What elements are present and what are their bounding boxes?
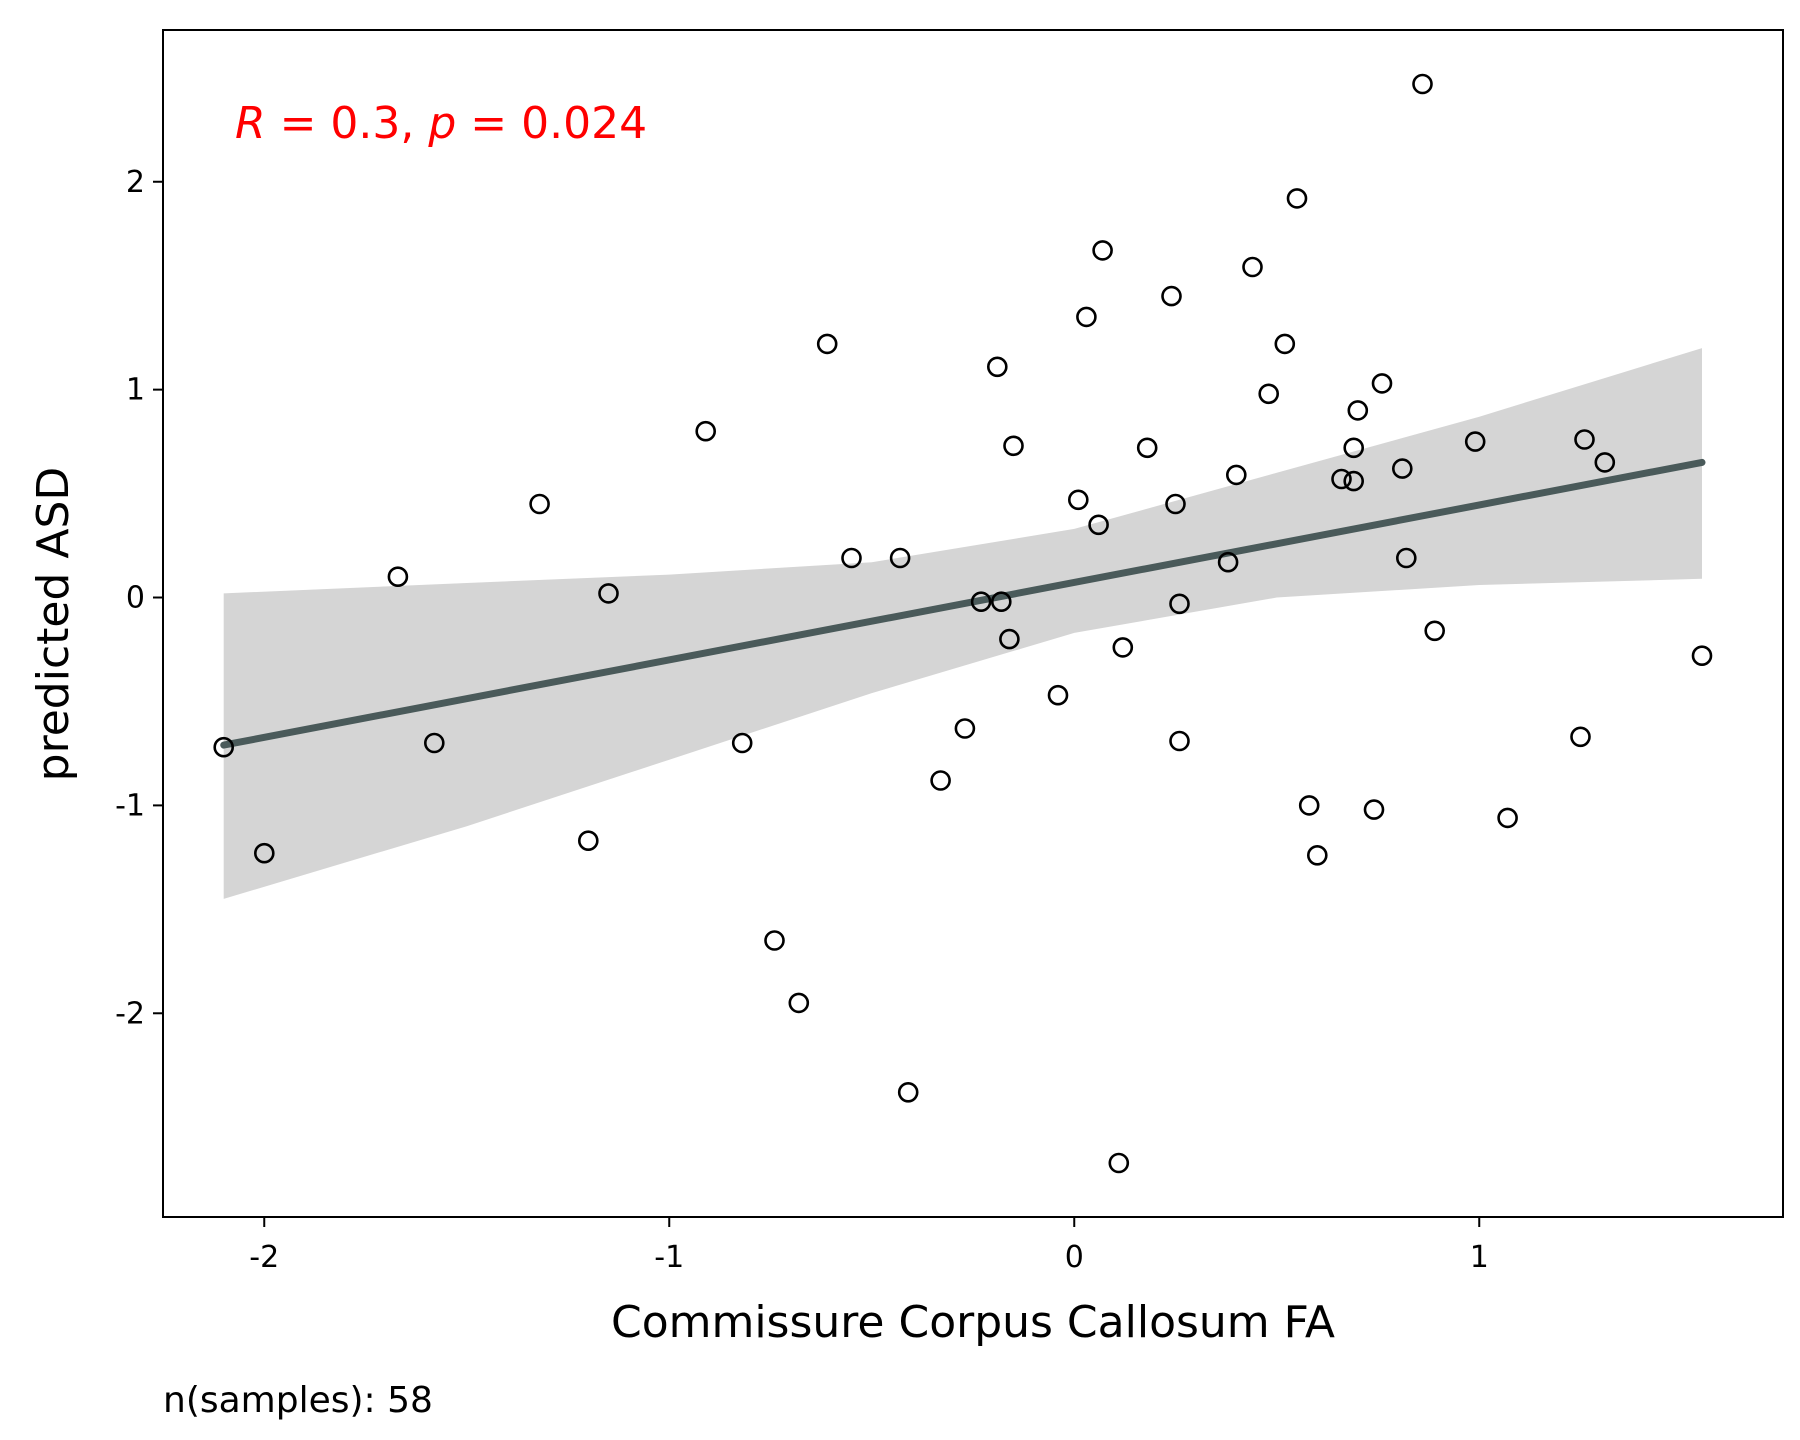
- data-point: [1068, 489, 1089, 511]
- data-point: [970, 591, 992, 613]
- data-point: [1331, 468, 1352, 490]
- plot-frame: [162, 29, 1784, 1218]
- y-axis-title: predicted ASD: [28, 467, 79, 782]
- data-points: [213, 73, 1713, 1174]
- x-axis-title: Commissure Corpus Callosum FA: [611, 1297, 1335, 1348]
- x-tick-label: -1: [654, 1240, 684, 1275]
- data-point: [1217, 551, 1239, 573]
- data-point: [1047, 684, 1069, 706]
- data-point: [788, 992, 810, 1014]
- y-tick-label: 2: [126, 165, 145, 200]
- x-tick-label: 0: [1065, 1240, 1084, 1275]
- data-point: [213, 736, 234, 758]
- data-point: [1286, 188, 1308, 209]
- regression-line: [220, 458, 1706, 749]
- data-point: [731, 732, 753, 754]
- y-tick-label: 1: [126, 373, 145, 408]
- y-tick-label: -2: [115, 996, 145, 1031]
- data-point: [1574, 429, 1595, 450]
- data-point: [1169, 593, 1190, 615]
- data-point: [598, 583, 619, 604]
- annotation-p-symbol: p: [427, 98, 456, 149]
- annotation-r-symbol: R: [235, 98, 266, 149]
- annotation-stats: R = 0.3, p = 0.024: [235, 98, 647, 149]
- y-tick-label: -1: [115, 788, 145, 823]
- data-point: [1691, 645, 1713, 667]
- data-point: [1092, 240, 1113, 261]
- data-point: [1392, 458, 1413, 479]
- data-point: [529, 493, 550, 515]
- data-point: [1242, 256, 1263, 278]
- x-tick-label: -2: [249, 1240, 279, 1275]
- data-point: [1258, 383, 1279, 405]
- data-point: [1112, 637, 1134, 658]
- data-point: [423, 732, 445, 754]
- data-point: [1412, 73, 1433, 95]
- data-point: [1371, 373, 1393, 394]
- data-point: [990, 591, 1012, 613]
- data-point: [1274, 333, 1296, 355]
- data-point: [1497, 807, 1518, 829]
- data-point: [1464, 431, 1486, 452]
- data-point: [1363, 799, 1385, 820]
- data-point: [1169, 730, 1190, 752]
- y-axis-ticks: -2 -1 0 1 2: [115, 165, 163, 1031]
- data-point: [1343, 470, 1364, 492]
- data-point: [999, 628, 1020, 650]
- data-point: [253, 842, 275, 864]
- data-point: [841, 547, 862, 569]
- confidence-band: [223, 348, 1703, 899]
- data-point: [1343, 437, 1364, 459]
- data-point: [1570, 726, 1591, 748]
- data-point: [387, 566, 409, 588]
- data-point: [816, 333, 838, 355]
- data-point: [1161, 285, 1182, 307]
- data-point: [1226, 464, 1247, 486]
- data-point: [954, 718, 976, 739]
- data-point: [1594, 452, 1616, 473]
- data-point: [764, 930, 785, 951]
- annotation-r-value: = 0.3,: [266, 98, 429, 149]
- data-point: [1347, 400, 1369, 421]
- x-axis-ticks: -2 -1 0 1: [249, 1217, 1489, 1275]
- x-tick-label: 1: [1470, 1240, 1489, 1275]
- data-point: [1298, 795, 1320, 816]
- data-point: [1165, 493, 1186, 515]
- data-point: [986, 356, 1008, 378]
- y-tick-label: 0: [126, 581, 145, 616]
- annotation-p-value: = 0.024: [456, 98, 647, 149]
- data-point: [1396, 547, 1417, 569]
- data-point: [1136, 437, 1158, 459]
- data-point: [1424, 620, 1445, 642]
- sample-count: n(samples): 58: [163, 1380, 433, 1421]
- data-point: [1088, 514, 1109, 536]
- data-point: [1076, 306, 1097, 328]
- data-point: [1307, 844, 1328, 866]
- data-point: [1108, 1152, 1130, 1174]
- data-point: [897, 1082, 919, 1103]
- plot-area: [213, 73, 1713, 1174]
- data-point: [577, 830, 599, 852]
- data-point: [695, 420, 717, 442]
- data-point: [1003, 435, 1024, 457]
- data-point: [930, 770, 951, 791]
- data-point: [889, 547, 911, 569]
